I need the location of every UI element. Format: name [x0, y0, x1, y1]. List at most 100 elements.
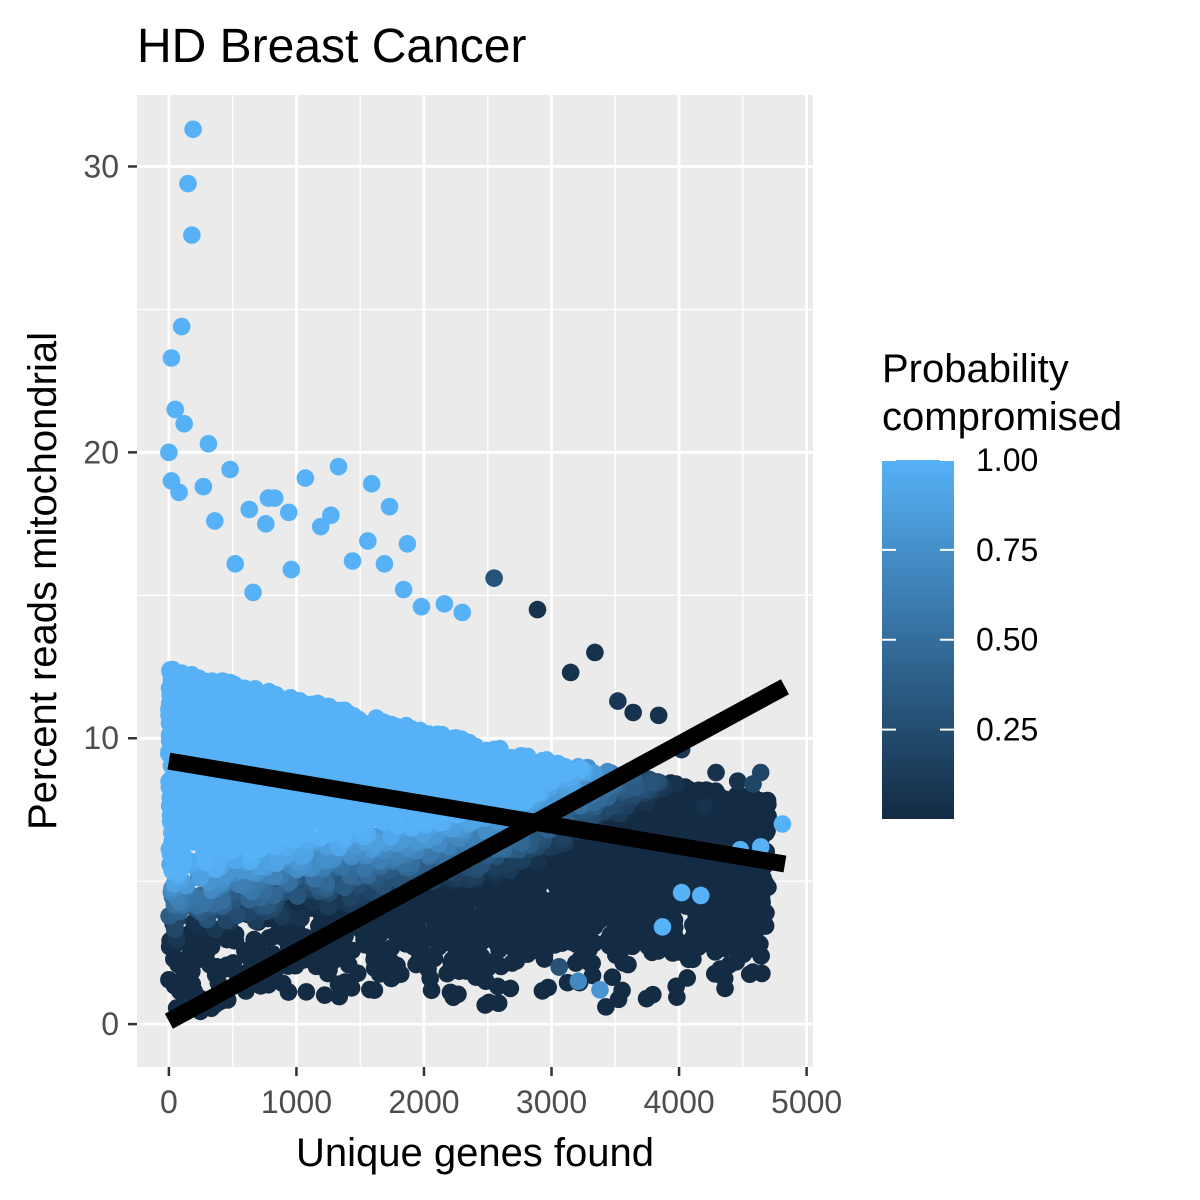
density-point	[312, 726, 330, 745]
density-point	[343, 941, 361, 960]
density-point	[175, 963, 194, 982]
density-point	[476, 996, 494, 1014]
density-point	[168, 840, 187, 859]
data-point	[282, 560, 301, 579]
density-point	[680, 789, 699, 807]
data-point	[528, 600, 547, 619]
density-point	[567, 846, 585, 865]
data-point	[609, 692, 627, 710]
density-point	[575, 895, 594, 914]
y-tick-label: 30	[83, 148, 119, 184]
data-point	[179, 174, 197, 193]
density-point	[294, 817, 312, 836]
data-point	[394, 580, 413, 599]
density-point	[563, 927, 582, 945]
density-point	[218, 956, 236, 975]
density-point	[327, 816, 346, 835]
density-point	[642, 773, 661, 792]
data-point	[485, 569, 503, 587]
density-point	[727, 953, 746, 971]
density-point	[344, 712, 362, 731]
density-point	[182, 678, 201, 697]
density-point	[539, 978, 558, 997]
data-point	[221, 460, 239, 479]
density-point	[442, 953, 461, 972]
density-point	[447, 918, 466, 937]
density-point	[198, 816, 217, 835]
density-point	[297, 983, 316, 1001]
density-point	[582, 918, 601, 937]
density-point	[597, 998, 615, 1016]
x-tick-label: 4000	[643, 1084, 714, 1120]
density-point	[650, 935, 669, 954]
density-point	[251, 732, 270, 750]
data-point	[550, 958, 568, 976]
legend-tick-label: 0.25	[976, 712, 1038, 748]
density-point	[217, 675, 235, 693]
density-point	[672, 811, 691, 830]
data-point	[311, 517, 330, 536]
density-point	[556, 885, 575, 904]
legend-tick-label: 0.75	[976, 532, 1038, 568]
density-point	[500, 907, 519, 926]
density-point	[748, 807, 767, 826]
density-point	[233, 730, 252, 749]
y-tick-label: 10	[83, 720, 119, 756]
density-point	[251, 840, 270, 858]
data-point	[206, 512, 224, 530]
density-point	[204, 836, 222, 854]
density-point	[315, 986, 334, 1004]
density-point	[187, 794, 205, 812]
density-point	[535, 946, 554, 964]
density-point	[330, 987, 349, 1006]
density-point	[430, 938, 448, 956]
density-point	[752, 889, 771, 907]
density-point	[567, 954, 585, 972]
density-point	[606, 907, 625, 925]
density-point	[260, 929, 278, 947]
density-point	[184, 833, 203, 851]
x-tick-label: 5000	[771, 1084, 842, 1120]
data-point	[226, 555, 245, 573]
density-point	[744, 963, 762, 981]
density-point	[318, 946, 337, 965]
density-point	[476, 899, 495, 918]
density-point	[657, 894, 675, 912]
density-point	[480, 768, 498, 787]
density-point	[698, 781, 717, 800]
density-point	[367, 934, 386, 953]
density-point	[455, 935, 474, 954]
density-point	[435, 894, 454, 913]
density-point	[384, 968, 402, 986]
data-point	[184, 120, 202, 139]
data-point	[707, 763, 725, 782]
density-point	[504, 934, 523, 952]
data-point	[435, 595, 454, 613]
x-tick-label: 2000	[388, 1084, 459, 1120]
density-point	[365, 742, 383, 760]
density-point	[339, 765, 357, 783]
density-point	[233, 832, 252, 851]
data-point	[398, 535, 417, 553]
data-point	[170, 483, 188, 502]
legend-tick-label: 1.00	[976, 442, 1038, 478]
density-point	[271, 823, 290, 842]
data-point	[265, 489, 284, 507]
density-point	[302, 756, 320, 775]
density-point	[241, 694, 259, 713]
data-point	[653, 918, 672, 936]
density-point	[631, 862, 650, 881]
legend: Probability compromised 1.000.750.500.25	[882, 347, 1122, 819]
data-point	[194, 477, 213, 496]
data-point	[296, 469, 315, 487]
data-point	[561, 663, 580, 682]
density-point	[552, 760, 571, 778]
density-point	[697, 818, 716, 837]
data-point	[343, 552, 362, 570]
density-point	[609, 990, 628, 1009]
density-point	[248, 943, 267, 961]
density-point	[161, 686, 179, 704]
density-point	[637, 989, 656, 1008]
density-point	[667, 977, 686, 996]
density-point	[275, 726, 293, 745]
